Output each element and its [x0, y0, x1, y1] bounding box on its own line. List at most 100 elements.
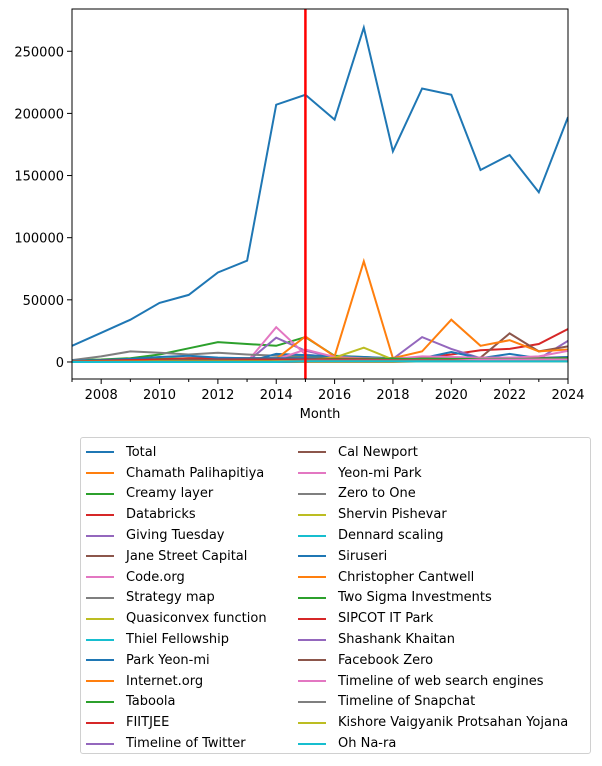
legend-item: Internet.org: [81, 671, 267, 692]
legend-swatch-icon: [298, 700, 326, 703]
legend-label: Dennard scaling: [338, 528, 444, 544]
legend-swatch-icon: [86, 742, 114, 745]
legend-item: Siruseri: [293, 546, 568, 567]
legend-label: Jane Street Capital: [126, 548, 248, 564]
x-tick-label: 2016: [318, 388, 351, 403]
legend-item: Kishore Vaigyanik Protsahan Yojana: [293, 712, 568, 733]
x-tick-label: 2022: [493, 388, 526, 403]
legend-swatch-icon: [86, 617, 114, 620]
legend-label: Giving Tuesday: [126, 528, 225, 544]
legend-item: Yeon-mi Park: [293, 463, 568, 484]
y-axis: 0 50000 100000 150000 200000 250000: [14, 45, 72, 371]
legend-item: Park Yeon-mi: [81, 650, 267, 671]
legend-swatch-icon: [86, 576, 114, 579]
legend-item: Giving Tuesday: [81, 525, 267, 546]
x-axis: 2008 2010 2012 2014 2016 2018 2020 2022 2024: [71, 379, 585, 403]
legend-column-right: Cal Newport Yeon-mi Park Zero to One Shervi…: [293, 442, 568, 754]
legend-label: Shashank Khaitan: [338, 632, 455, 648]
legend-swatch-icon: [298, 596, 326, 599]
series-line-total: [72, 23, 568, 347]
legend-label: Databricks: [126, 507, 196, 523]
legend-swatch-icon: [86, 659, 114, 662]
legend-label: Shervin Pishevar: [338, 507, 447, 523]
y-tick-label: 50000: [23, 294, 64, 309]
legend-swatch-icon: [86, 721, 114, 724]
x-tick-label: 2020: [435, 388, 468, 403]
legend-label: Park Yeon-mi: [126, 652, 210, 668]
legend-label: SIPCOT IT Park: [338, 611, 434, 627]
legend-label: Cal Newport: [338, 444, 418, 460]
legend-swatch-icon: [298, 576, 326, 579]
x-tick-label: 2012: [201, 388, 234, 403]
legend-swatch-icon: [298, 534, 326, 537]
legend-item: Jane Street Capital: [81, 546, 267, 567]
legend-swatch-icon: [298, 555, 326, 558]
x-axis-title: Month: [300, 407, 341, 422]
legend-item: Taboola: [81, 692, 267, 713]
legend-swatch-icon: [86, 555, 114, 558]
legend-item: Facebook Zero: [293, 650, 568, 671]
legend-label: Timeline of web search engines: [338, 673, 544, 689]
legend-label: Total: [126, 444, 157, 460]
legend-item: Timeline of Twitter: [81, 733, 267, 754]
line-chart: 2008 2010 2012 2014 2016 2018 2020 2022 2024 0 50…: [14, 8, 585, 422]
legend-swatch-icon: [86, 534, 114, 537]
legend: Total Chamath Palihapitiya Creamy layer Dat…: [80, 437, 591, 754]
legend-label: Creamy layer: [126, 486, 214, 502]
legend-label: Chamath Palihapitiya: [126, 465, 265, 481]
legend-item: Cal Newport: [293, 442, 568, 463]
legend-item: Chamath Palihapitiya: [81, 463, 267, 484]
legend-swatch-icon: [298, 492, 326, 495]
legend-item: FIITJEE: [81, 712, 267, 733]
legend-swatch-icon: [86, 451, 114, 454]
legend-swatch-icon: [298, 472, 326, 475]
legend-item: Shervin Pishevar: [293, 504, 568, 525]
legend-swatch-icon: [86, 680, 114, 683]
legend-label: Christopher Cantwell: [338, 569, 475, 585]
legend-swatch-icon: [298, 451, 326, 454]
legend-item: Creamy layer: [81, 484, 267, 505]
legend-label: Taboola: [126, 694, 176, 710]
legend-label: Quasiconvex function: [126, 611, 267, 627]
y-tick-label: 250000: [14, 45, 64, 60]
legend-item: Strategy map: [81, 588, 267, 609]
legend-swatch-icon: [298, 721, 326, 724]
legend-item: Code.org: [81, 567, 267, 588]
legend-item: SIPCOT IT Park: [293, 608, 568, 629]
legend-label: Timeline of Snapchat: [338, 694, 476, 710]
legend-swatch-icon: [298, 659, 326, 662]
legend-item: Total: [81, 442, 267, 463]
legend-label: Timeline of Twitter: [126, 736, 246, 752]
legend-swatch-icon: [298, 680, 326, 683]
legend-swatch-icon: [86, 492, 114, 495]
legend-swatch-icon: [298, 638, 326, 641]
x-tick-label: 2008: [85, 388, 118, 403]
legend-item: Dennard scaling: [293, 525, 568, 546]
legend-label: Kishore Vaigyanik Protsahan Yojana: [338, 715, 569, 731]
legend-swatch-icon: [298, 513, 326, 516]
legend-item: Quasiconvex function: [81, 608, 267, 629]
legend-item: Databricks: [81, 504, 267, 525]
y-tick-label: 100000: [14, 232, 64, 247]
x-tick-label: 2010: [143, 388, 176, 403]
legend-label: Code.org: [126, 569, 185, 585]
legend-item: Timeline of web search engines: [293, 671, 568, 692]
series-line-oh-na-ra: [72, 360, 568, 363]
legend-column-left: Total Chamath Palihapitiya Creamy layer Dat…: [81, 442, 267, 754]
legend-item: Zero to One: [293, 484, 568, 505]
plot-frame: [71, 8, 569, 380]
legend-swatch-icon: [298, 617, 326, 620]
legend-label: Facebook Zero: [338, 652, 434, 668]
legend-item: Oh Na-ra: [293, 733, 568, 754]
legend-swatch-icon: [86, 513, 114, 516]
legend-label: Oh Na-ra: [338, 736, 397, 752]
legend-label: Two Sigma Investments: [338, 590, 492, 606]
legend-swatch-icon: [86, 596, 114, 599]
legend-label: FIITJEE: [126, 715, 170, 731]
legend-label: Strategy map: [126, 590, 215, 606]
legend-item: Timeline of Snapchat: [293, 692, 568, 713]
legend-label: Thiel Fellowship: [126, 632, 229, 648]
y-tick-label: 150000: [14, 170, 64, 185]
x-tick-label: 2018: [376, 388, 409, 403]
y-tick-label: 0: [56, 356, 64, 371]
